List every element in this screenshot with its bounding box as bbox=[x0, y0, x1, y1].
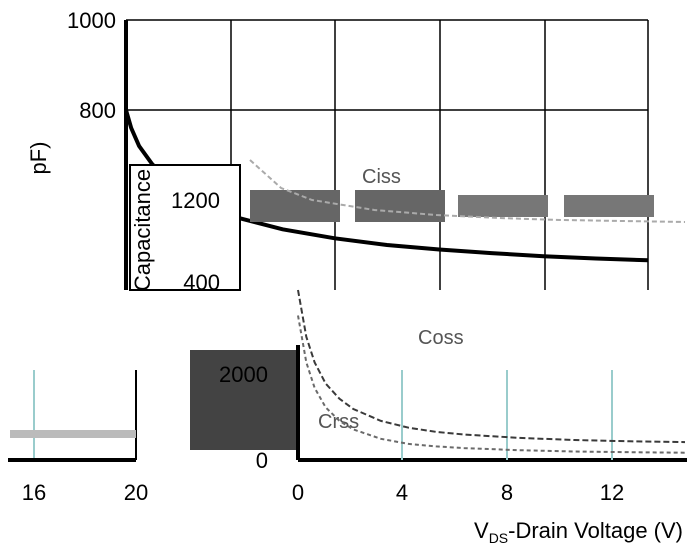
upper-chart: 1000 800 pF) bbox=[26, 8, 649, 290]
x-tick-0: 0 bbox=[292, 480, 304, 505]
x-axis-title: VDS-Drain Voltage (V) bbox=[474, 518, 683, 546]
lower-hatch-block bbox=[190, 350, 298, 450]
crss-series-line bbox=[297, 315, 686, 454]
lower-left-stub bbox=[8, 370, 137, 462]
upper-y-axis-title: pF) bbox=[26, 142, 51, 175]
lower-stub-band bbox=[10, 430, 136, 438]
inner-panel-frame bbox=[129, 164, 241, 291]
x-axis-title-dash: - bbox=[508, 518, 515, 543]
inner-y-tick-1200: 1200 bbox=[171, 188, 220, 213]
x-tick-12: 12 bbox=[600, 480, 624, 505]
x-tick-8: 8 bbox=[501, 480, 513, 505]
coss-series-line bbox=[297, 289, 686, 444]
series-label-ciss: Ciss bbox=[362, 166, 401, 188]
x-axis-title-subscript: DS bbox=[489, 530, 508, 546]
x-tick-4: 4 bbox=[396, 480, 408, 505]
series-label-crss: Crss bbox=[318, 411, 359, 433]
ciss-band-2 bbox=[355, 190, 445, 222]
x-tick-16: 16 bbox=[22, 480, 46, 505]
inner-y-tick-400: 400 bbox=[183, 270, 220, 295]
inner-panel: 1200 400 Capacitance Ciss bbox=[129, 159, 686, 295]
upper-y-tick-800: 800 bbox=[79, 98, 116, 123]
x-tick-20: 20 bbox=[124, 480, 148, 505]
upper-grid bbox=[126, 19, 649, 290]
series-label-coss: Coss bbox=[418, 327, 464, 349]
lower-y-tick-2000: 2000 bbox=[219, 362, 268, 387]
ciss-band-4 bbox=[564, 195, 654, 217]
inner-y-axis-title: Capacitance bbox=[130, 169, 155, 291]
lower-chart: 2000 0 16 20 0 4 8 12 VDS-Drain Voltage … bbox=[8, 289, 687, 546]
lower-y-tick-0: 0 bbox=[256, 448, 268, 473]
upper-series-line bbox=[124, 109, 649, 263]
x-axis-title-prefix: V bbox=[474, 518, 489, 543]
ciss-band-3 bbox=[458, 195, 548, 217]
upper-y-tick-1000: 1000 bbox=[67, 8, 116, 33]
ciss-series-line bbox=[249, 159, 686, 223]
x-axis-title-text: Drain Voltage (V) bbox=[515, 518, 683, 543]
ciss-band-1 bbox=[250, 190, 340, 222]
